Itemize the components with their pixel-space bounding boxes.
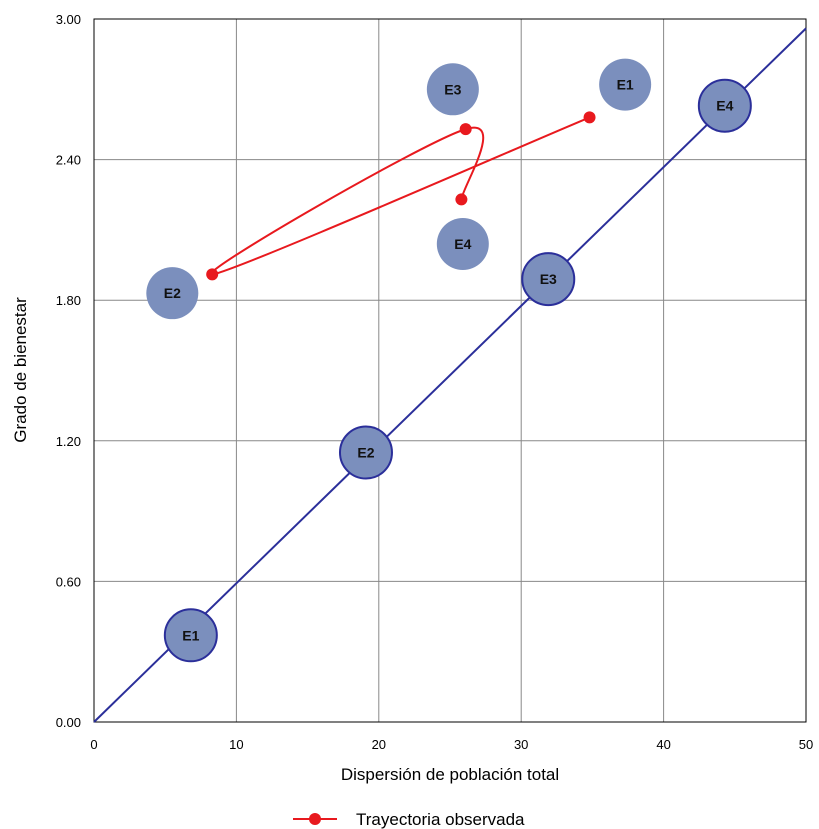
free-marker-label: E3 (444, 81, 461, 97)
plot-frame (93, 18, 807, 723)
line-marker-label: E4 (716, 98, 733, 114)
free-marker (599, 58, 652, 111)
line-markers: E1 E2 E3 E4 (163, 78, 752, 663)
grid (94, 19, 806, 722)
free-marker (426, 63, 479, 116)
trajectory-point (459, 123, 472, 136)
tick-labels: 0 10 20 30 40 50 0.00 0.60 1.20 1.80 2.40 3.00 (56, 12, 814, 752)
axes (93, 18, 807, 723)
trajectory-curve (209, 116, 590, 276)
trajectory-point (206, 268, 219, 281)
y-tick-label: 0.60 (56, 574, 81, 589)
x-tick-label: 0 (90, 737, 97, 752)
line-marker (163, 608, 218, 663)
free-marker-label: E1 (617, 77, 634, 93)
line-marker-label: E3 (540, 271, 557, 287)
x-axis-title: Dispersión de población total (341, 765, 559, 784)
reference-line (93, 27, 807, 723)
line-marker (521, 252, 576, 307)
y-tick-label: 0.00 (56, 715, 81, 730)
x-tick-label: 20 (372, 737, 386, 752)
legend-marker (309, 813, 321, 825)
x-tick-label: 50 (799, 737, 813, 752)
line-marker-label: E1 (182, 627, 199, 643)
diagonal-line (93, 27, 807, 723)
y-axis-title: Grado de bienestar (11, 297, 30, 443)
trajectory (206, 111, 596, 281)
legend: Trayectoria observada (293, 810, 525, 829)
free-marker-label: E2 (164, 285, 181, 301)
free-marker-label: E4 (454, 236, 471, 252)
y-tick-label: 1.20 (56, 434, 81, 449)
trajectory-point (455, 193, 468, 206)
x-tick-label: 30 (514, 737, 528, 752)
free-marker (146, 267, 199, 320)
y-tick-label: 1.80 (56, 293, 81, 308)
free-marker (436, 217, 489, 270)
x-tick-label: 40 (656, 737, 670, 752)
line-marker (338, 425, 393, 480)
legend-label: Trayectoria observada (356, 810, 525, 829)
free-markers: E1 E2 E3 E4 (146, 58, 652, 320)
x-tick-label: 10 (229, 737, 243, 752)
line-marker (697, 78, 752, 133)
line-marker-label: E2 (357, 445, 374, 461)
y-tick-label: 2.40 (56, 153, 81, 168)
y-tick-label: 3.00 (56, 12, 81, 27)
trajectory-point (583, 111, 596, 124)
